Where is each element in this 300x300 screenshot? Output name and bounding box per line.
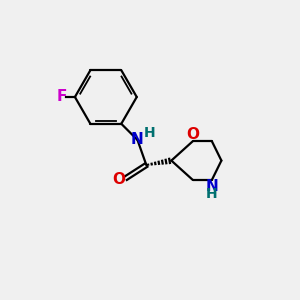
Text: H: H [143,126,155,140]
Text: N: N [206,179,218,194]
Text: H: H [206,187,218,201]
Text: F: F [56,89,67,104]
Text: O: O [187,128,200,142]
Text: O: O [113,172,126,187]
Text: N: N [131,133,144,148]
